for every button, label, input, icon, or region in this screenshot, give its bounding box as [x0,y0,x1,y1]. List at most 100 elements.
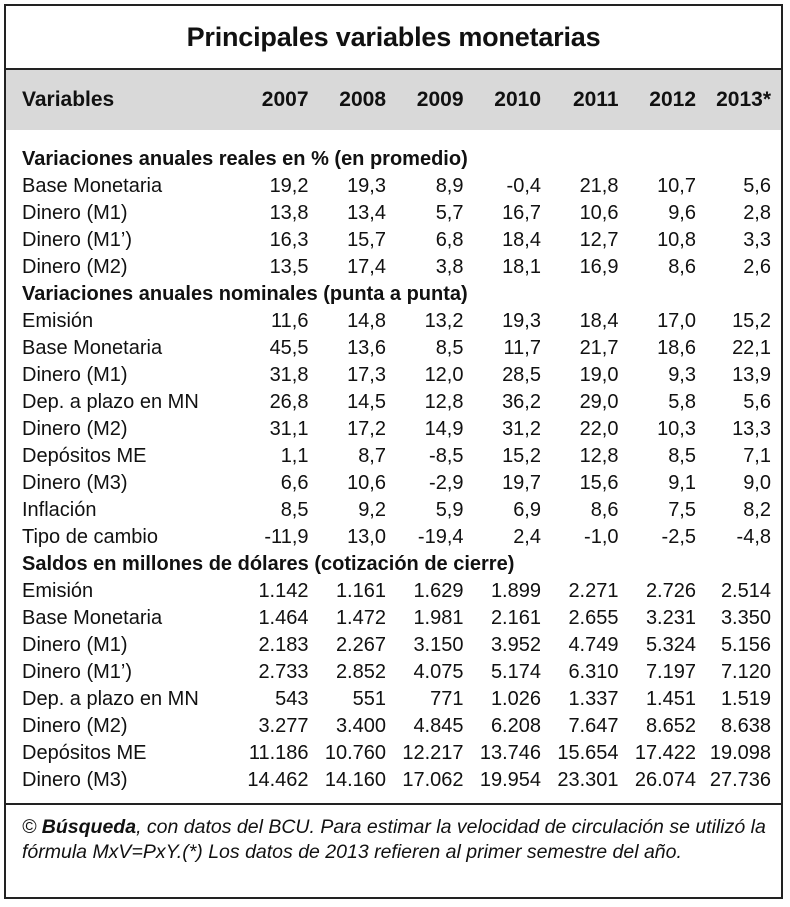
table-cell: 2.655 [568,607,619,629]
table-cell: 9,6 [668,202,696,224]
table-title: Principales variables monetarias [186,22,601,52]
table-cell: 14,9 [424,418,464,440]
table-cell: 13,8 [269,202,309,224]
table-row: Dinero (M1) 13,8 13,4 5,7 16,7 10,6 9,6 2,8 [6,200,781,227]
table-cell: 2.183 [258,634,309,656]
column-header-year: 2012 [649,88,696,111]
table-cell: 13,9 [732,364,771,386]
table-cell: 11,7 [503,337,541,359]
row-label: Depósitos ME [22,742,147,764]
table-cell: 14.160 [324,769,386,791]
table-cell: 14,5 [347,391,386,413]
table-cell: 3,8 [435,256,464,278]
table-row: Emisión 11,6 14,8 13,2 19,3 18,4 17,0 15,2 [6,308,781,335]
table-cell: 23.301 [557,769,619,791]
table-cell: 16,9 [579,256,619,278]
table-cell: 6,8 [435,229,464,251]
row-label: Dep. a plazo en MN [22,688,199,710]
table-cell: 17,0 [657,310,696,332]
table-cell: 7.197 [645,661,696,683]
column-header-year: 2009 [416,88,464,111]
table-row: Depósitos ME 1,1 8,7 -8,5 15,2 12,8 8,5 7,1 [6,443,781,470]
table-cell: 2.726 [645,580,696,602]
table-row: Base Monetaria 45,5 13,6 8,5 11,7 21,7 18,6 22,… [6,335,781,362]
table-cell: 17,3 [347,364,386,386]
table-cell: 1.899 [490,580,541,602]
table-row: Dinero (M3) 14.462 14.160 17.062 19.954 23.30… [6,767,781,794]
table-cell: 3.400 [335,715,386,737]
table-cell: 9,2 [358,499,386,521]
table-cell: 1.464 [258,607,309,629]
table-cell: 19.098 [709,742,771,764]
table-row: Emisión 1.142 1.161 1.629 1.899 2.271 2.726 2.5… [6,578,781,605]
table-cell: 19.954 [479,769,541,791]
table-cell: 1.451 [645,688,696,710]
table-cell: 9,0 [743,472,771,494]
table-cell: -1,0 [584,526,619,548]
row-label: Base Monetaria [22,337,163,359]
table-cell: 13.746 [479,742,541,764]
table-cell: 10,8 [657,229,696,251]
row-label: Dep. a plazo en MN [22,391,199,413]
table-row: Dinero (M1) 31,8 17,3 12,0 28,5 19,0 9,3 13,9 [6,362,781,389]
table-cell: 22,1 [732,337,771,359]
table-cell: 13,3 [732,418,771,440]
copyright-symbol: © [22,816,42,838]
table-row: Inflación 8,5 9,2 5,9 6,9 8,6 7,5 8,2 [6,497,781,524]
table-cell: 45,5 [269,337,309,359]
table-row: Dinero (M1) 2.183 2.267 3.150 3.952 4.749 5.32… [6,632,781,659]
table-cell: 3.277 [258,715,309,737]
table-cell: 2.161 [490,607,541,629]
table-cell: 31,1 [269,418,309,440]
table-cell: 17,4 [347,256,386,278]
table-cell: 27.736 [709,769,771,791]
table-header-row: Variables 2007 2008 2009 2010 2011 2012 … [6,68,781,130]
column-header-variables: Variables [22,88,115,111]
table-cell: 19,3 [347,175,386,197]
table-cell: 15.654 [557,742,619,764]
table-cell: 5,9 [435,499,464,521]
row-label: Base Monetaria [22,607,163,629]
table-cell: 1.337 [568,688,619,710]
row-label: Dinero (M1) [22,202,128,224]
table-cell: -2,9 [429,472,464,494]
row-label: Dinero (M2) [22,418,128,440]
table-cell: 10,6 [579,202,619,224]
table-cell: 1.026 [490,688,541,710]
column-header-year: 2007 [261,88,309,111]
table-cell: 2.514 [720,580,771,602]
table-row: Dep. a plazo en MN 26,8 14,5 12,8 36,2 29,0 5,… [6,389,781,416]
table-cell: 5,8 [668,391,696,413]
table-cell: 18,4 [502,229,541,251]
table-cell: 19,2 [269,175,309,197]
table-cell: 8,5 [435,337,464,359]
row-label: Dinero (M2) [22,715,128,737]
row-label: Inflación [22,499,97,521]
table-cell: 5.156 [720,634,771,656]
table-row: Dinero (M2) 31,1 17,2 14,9 31,2 22,0 10,3 13,3 [6,416,781,443]
table-cell: 1.142 [258,580,309,602]
table-cell: 2,8 [743,202,771,224]
table-cell: 15,6 [579,472,619,494]
table-cell: 21,7 [579,337,619,359]
table-cell: 771 [430,688,464,710]
table-cell: 551 [352,688,386,710]
table-cell: 1.519 [720,688,771,710]
table-cell: 13,5 [269,256,309,278]
column-header-year: 2010 [494,88,541,111]
table-cell: 12,8 [424,391,464,413]
source-note: © Búsqueda, con datos del BCU. Para esti… [6,803,781,897]
row-label: Depósitos ME [22,445,147,467]
table-cell: 10.760 [324,742,386,764]
table-cell: 13,2 [424,310,464,332]
table-cell: 1.629 [413,580,464,602]
table-cell: 14,8 [347,310,386,332]
table-row: Dinero (M2) 3.277 3.400 4.845 6.208 7.647 8.65… [6,713,781,740]
table-cell: 26,8 [269,391,309,413]
table-row: Dinero (M2) 13,5 17,4 3,8 18,1 16,9 8,6 2,6 [6,254,781,281]
table-cell: 10,3 [657,418,696,440]
table-cell: 7.647 [568,715,619,737]
table-cell: 8,6 [590,499,619,521]
table-cell: 16,7 [502,202,541,224]
table-cell: 29,0 [579,391,619,413]
